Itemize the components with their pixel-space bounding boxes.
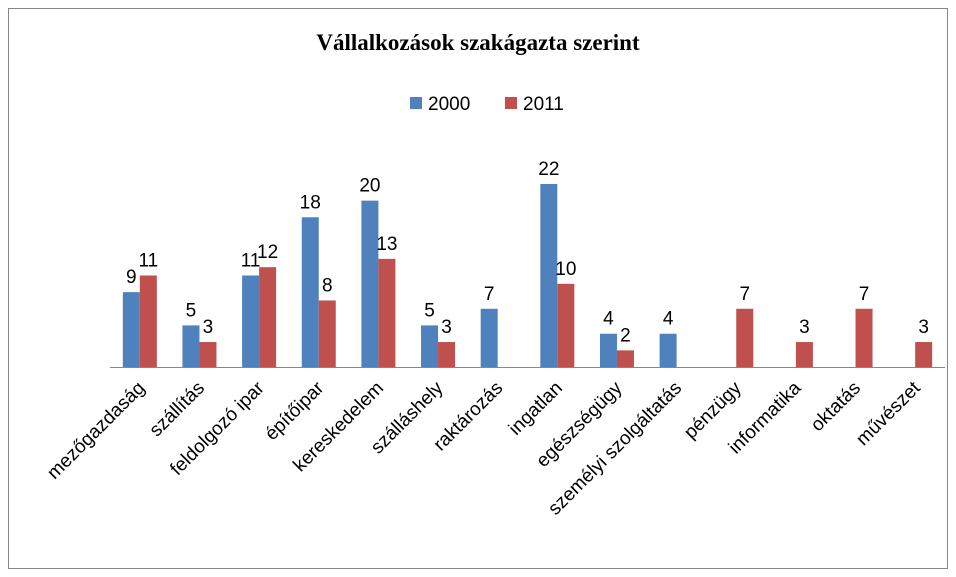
bar [182, 325, 200, 367]
bar [736, 308, 754, 367]
data-label: 8 [322, 275, 333, 296]
bar [122, 292, 140, 367]
data-label: 9 [126, 267, 137, 288]
chart-title: Vállalkozások szakágazta szerint [316, 30, 640, 55]
data-label: 12 [257, 242, 278, 263]
bar [540, 184, 558, 367]
data-label: 22 [538, 159, 559, 180]
data-label: 4 [663, 309, 674, 330]
data-label: 5 [424, 300, 435, 321]
data-label: 4 [603, 309, 614, 330]
bar [659, 333, 677, 367]
bar [199, 342, 217, 367]
bar [318, 300, 336, 367]
legend-label: 2000 [428, 94, 470, 115]
bar [480, 308, 498, 367]
bar [855, 308, 873, 367]
data-label: 11 [138, 251, 158, 272]
bar [421, 325, 439, 367]
bar [557, 283, 575, 367]
data-label: 2 [620, 325, 631, 346]
bar [378, 258, 396, 367]
legend-swatch [505, 97, 517, 109]
bar [795, 342, 813, 367]
legend-label: 2011 [523, 94, 564, 115]
data-label: 20 [359, 176, 380, 197]
bar [139, 275, 157, 367]
bar [599, 333, 617, 367]
bar [438, 342, 456, 367]
bar [915, 342, 933, 367]
data-label: 3 [441, 317, 452, 338]
data-label: 7 [484, 284, 495, 305]
data-label: 7 [739, 284, 750, 305]
legend-swatch [410, 97, 422, 109]
data-label: 11 [241, 251, 261, 272]
data-label: 18 [300, 192, 321, 213]
data-label: 7 [859, 284, 870, 305]
data-label: 10 [555, 259, 576, 280]
bar [259, 267, 277, 367]
data-label: 3 [918, 317, 929, 338]
data-label: 3 [203, 317, 214, 338]
bar [242, 275, 260, 367]
data-label: 5 [186, 300, 197, 321]
bar [361, 200, 379, 367]
data-label: 13 [376, 234, 397, 255]
bar [616, 350, 634, 367]
data-label: 3 [799, 317, 810, 338]
bar [301, 217, 319, 367]
chart-frame [8, 8, 948, 569]
